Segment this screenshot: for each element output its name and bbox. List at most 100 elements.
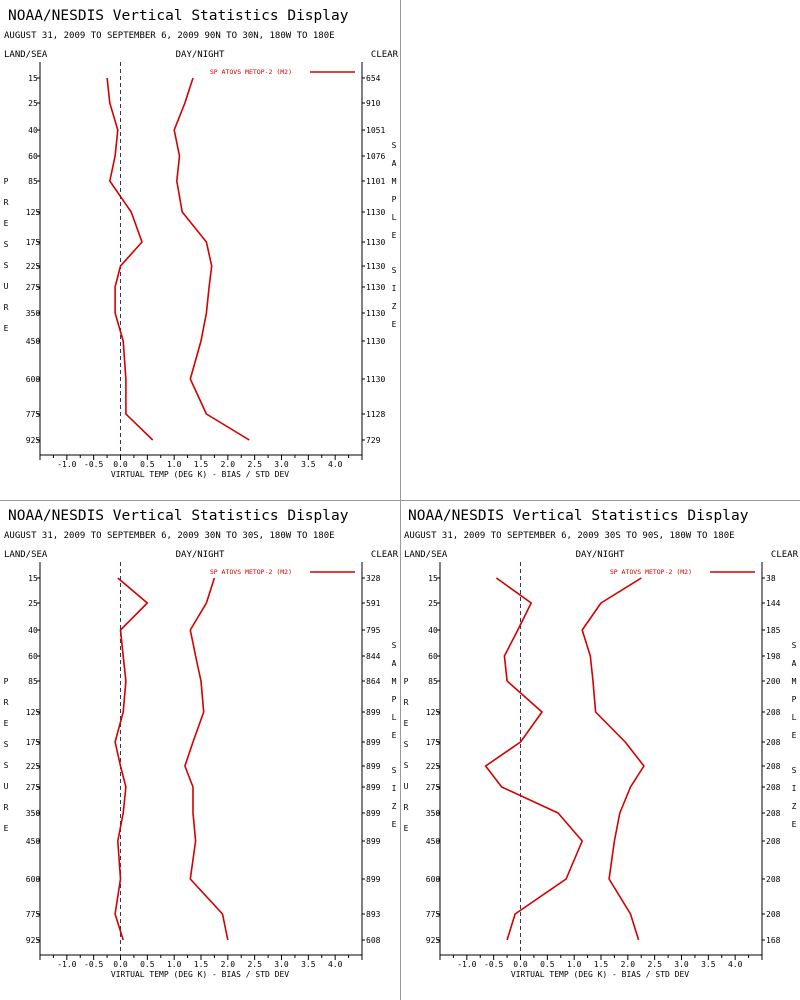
pressure-tick-label: 25 (428, 599, 438, 608)
legend-label: SP ATOVS METOP-2 (M2) (210, 68, 292, 76)
pressure-tick-label: 175 (426, 738, 441, 747)
sample-letter: P (392, 695, 397, 704)
chart-subtitle: AUGUST 31, 2009 TO SEPTEMBER 6, 2009 30N… (4, 531, 335, 541)
pressure-letter: R (4, 303, 9, 312)
x-tick-label: 0.0 (113, 460, 128, 469)
sample-letter: E (792, 731, 797, 740)
pressure-tick-label: 600 (26, 875, 41, 884)
pressure-tick-label: 225 (26, 762, 41, 771)
x-tick-label: 0.0 (113, 960, 128, 969)
sample-size-label: 899 (366, 837, 381, 846)
x-tick-label: 3.0 (674, 960, 689, 969)
pressure-tick-label: 925 (26, 436, 41, 445)
x-axis-label: VIRTUAL TEMP (DEG K) - BIAS / STD DEV (511, 970, 689, 979)
pressure-tick-label: 25 (28, 599, 38, 608)
clear-label: CLEAR (771, 550, 799, 560)
series-line-bias (106, 77, 154, 441)
pressure-tick-label: 85 (28, 177, 38, 186)
panel-divider-horizontal (0, 500, 800, 501)
pressure-tick-label: 40 (28, 126, 38, 135)
pressure-tick-label: 600 (426, 875, 441, 884)
pressure-tick-label: 450 (26, 837, 41, 846)
sample-size-label: 1130 (366, 283, 385, 292)
sample-size-label: 208 (766, 837, 781, 846)
pressure-tick-label: 225 (26, 262, 41, 271)
pressure-tick-label: 15 (28, 574, 38, 583)
pressure-tick-label: 600 (26, 375, 41, 384)
pressure-letter: R (4, 698, 9, 707)
x-tick-label: -0.5 (84, 960, 103, 969)
pressure-letter: E (4, 219, 9, 228)
pressure-letter: E (4, 324, 9, 333)
pressure-tick-label: 15 (28, 74, 38, 83)
sample-letter: E (392, 231, 397, 240)
x-tick-label: 2.0 (221, 960, 236, 969)
sample-letter: S (792, 641, 797, 650)
series-line-std-dev (581, 577, 645, 941)
vertical-stats-panel-north: NOAA/NESDIS Vertical Statistics Display A… (0, 0, 400, 500)
sample-size-label: 328 (366, 574, 381, 583)
sample-size-label: 208 (766, 910, 781, 919)
day-night-label: DAY/NIGHT (176, 50, 225, 60)
pressure-letter: P (4, 677, 9, 686)
pressure-tick-label: 60 (428, 652, 438, 661)
sample-letter: L (392, 713, 397, 722)
chart-title: NOAA/NESDIS Vertical Statistics Display (8, 8, 349, 24)
pressure-tick-label: 40 (428, 626, 438, 635)
x-axis-label: VIRTUAL TEMP (DEG K) - BIAS / STD DEV (111, 470, 289, 479)
pressure-tick-label: 225 (426, 762, 441, 771)
x-tick-label: 1.0 (167, 460, 182, 469)
pressure-letter: U (404, 782, 409, 791)
clear-label: CLEAR (371, 50, 399, 60)
sample-size-label: 893 (366, 910, 381, 919)
pressure-tick-label: 125 (26, 708, 41, 717)
sample-size-label: 1130 (366, 238, 385, 247)
sample-size-label: 591 (366, 599, 381, 608)
sample-size-label: 208 (766, 762, 781, 771)
sample-size-label: 38 (766, 574, 776, 583)
sample-size-label: 1130 (366, 262, 385, 271)
x-tick-label: -1.0 (57, 960, 76, 969)
x-tick-label: 1.5 (594, 960, 609, 969)
pressure-tick-label: 85 (428, 677, 438, 686)
chart-subtitle: AUGUST 31, 2009 TO SEPTEMBER 6, 2009 30S… (404, 531, 735, 541)
sample-size-label: 795 (366, 626, 381, 635)
chart-svg: NOAA/NESDIS Vertical Statistics Display A… (4, 8, 399, 479)
pressure-tick-label: 775 (26, 910, 41, 919)
sample-letter: L (792, 713, 797, 722)
sample-size-label: 654 (366, 74, 381, 83)
sample-size-label: 899 (366, 809, 381, 818)
chart-title: NOAA/NESDIS Vertical Statistics Display (408, 508, 749, 524)
x-tick-label: 2.5 (647, 960, 662, 969)
pressure-tick-label: 125 (26, 208, 41, 217)
x-tick-label: 2.0 (221, 460, 236, 469)
pressure-tick-label: 350 (26, 809, 41, 818)
sample-size-label: 844 (366, 652, 381, 661)
size-letter: Z (792, 802, 797, 811)
x-tick-label: -0.5 (84, 460, 103, 469)
chart-svg: NOAA/NESDIS Vertical Statistics Display A… (404, 508, 799, 979)
pressure-tick-label: 275 (26, 283, 41, 292)
sample-size-label: 899 (366, 875, 381, 884)
sample-size-label: 1130 (366, 309, 385, 318)
series-line-std-dev (184, 577, 229, 941)
x-tick-label: 0.5 (540, 960, 555, 969)
pressure-tick-label: 925 (26, 936, 41, 945)
size-letter: E (792, 820, 797, 829)
sample-size-label: 864 (366, 677, 381, 686)
x-tick-label: 0.5 (140, 460, 155, 469)
x-tick-label: 3.0 (274, 460, 289, 469)
sample-letter: A (392, 659, 397, 668)
land-sea-label: LAND/SEA (4, 550, 48, 560)
sample-size-label: 899 (366, 783, 381, 792)
sample-size-label: 899 (366, 738, 381, 747)
x-tick-label: -1.0 (457, 960, 476, 969)
pressure-letter: P (4, 177, 9, 186)
pressure-tick-label: 175 (26, 738, 41, 747)
x-axis-label: VIRTUAL TEMP (DEG K) - BIAS / STD DEV (111, 970, 289, 979)
x-tick-label: 3.5 (701, 960, 716, 969)
x-tick-label: 1.0 (567, 960, 582, 969)
pressure-letter: S (4, 240, 9, 249)
sample-size-label: 1101 (366, 177, 385, 186)
sample-size-label: 208 (766, 738, 781, 747)
